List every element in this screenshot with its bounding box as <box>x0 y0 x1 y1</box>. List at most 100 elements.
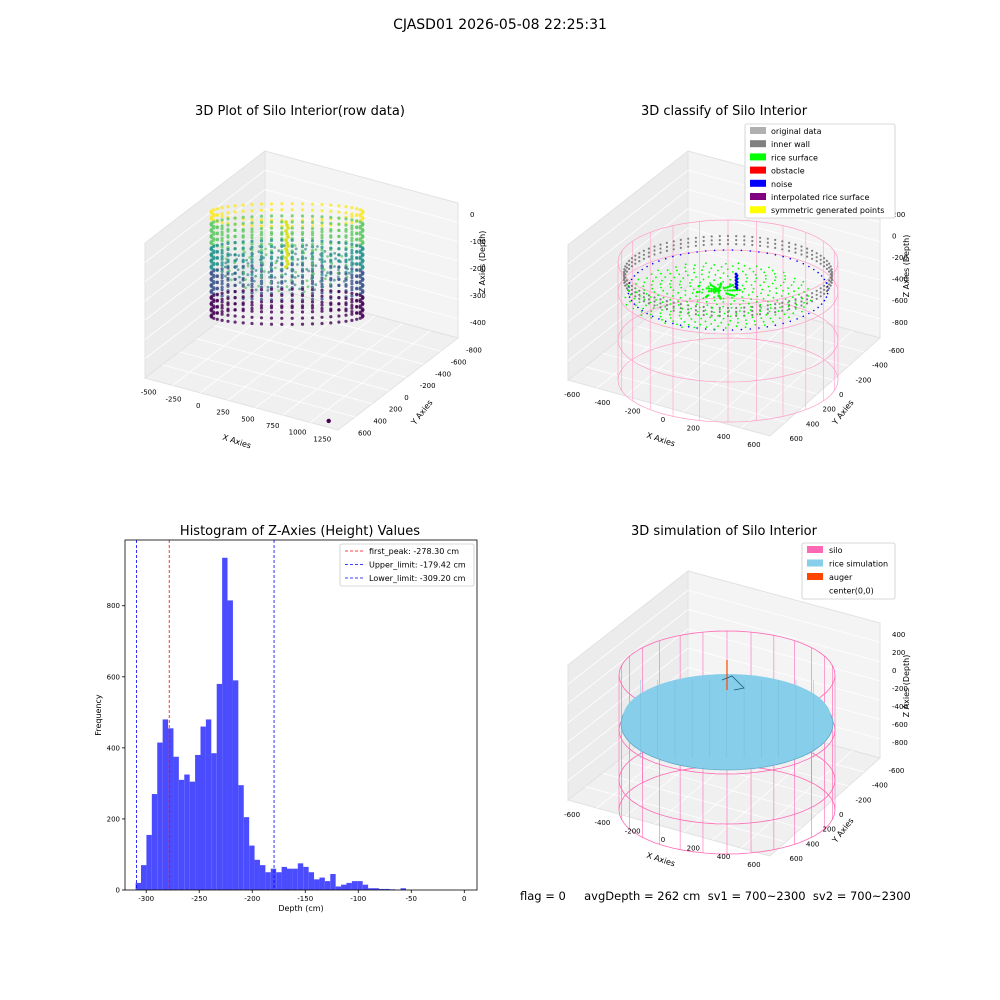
rice-surface-point <box>655 276 657 279</box>
hist-xlabel: Depth (cm) <box>278 904 323 913</box>
inner-wall-point <box>794 306 797 309</box>
raw-point <box>344 241 348 245</box>
rice-surface-point <box>792 312 795 315</box>
x-tick-label: -50 <box>406 895 417 903</box>
raw-point <box>254 274 257 278</box>
raw-point <box>293 283 297 287</box>
raw-point <box>280 316 284 320</box>
raw-point <box>344 296 348 301</box>
rice-surface-point <box>710 323 713 325</box>
rice-surface-point <box>651 287 654 290</box>
histogram-bar <box>211 753 217 890</box>
legend-label: interpolated rice surface <box>771 193 869 202</box>
inner-wall-point <box>794 243 797 246</box>
rice-surface-point <box>767 294 769 297</box>
rice-surface-point <box>743 264 746 267</box>
inner-wall-point <box>726 234 730 238</box>
raw-point <box>270 251 274 255</box>
raw-point <box>329 209 333 213</box>
x-tick-label: -200 <box>625 828 641 836</box>
rice-surface-point <box>775 292 778 295</box>
x-tick-label: 0 <box>196 402 200 410</box>
rice-surface-point <box>683 321 686 323</box>
inner-wall-point <box>642 292 646 295</box>
rice-surface-point <box>752 270 755 273</box>
rice-surface-point <box>735 325 738 328</box>
noise-point <box>633 275 636 277</box>
inner-wall-point <box>718 239 721 242</box>
x-tick-label: 200 <box>687 424 700 432</box>
histogram-bar <box>232 680 239 890</box>
rice-surface-point <box>772 296 775 299</box>
raw-point <box>290 287 294 291</box>
inner-wall-point <box>630 261 634 264</box>
raw-point <box>212 293 216 297</box>
rice-surface-point <box>681 326 683 329</box>
rice-surface-point <box>701 269 703 272</box>
rice-surface-point <box>699 323 702 326</box>
inner-wall-point <box>819 295 822 298</box>
raw-point <box>269 269 274 273</box>
raw-point <box>337 234 341 238</box>
raw-point <box>280 257 284 261</box>
raw-point <box>258 245 262 248</box>
histogram-bar <box>259 865 266 890</box>
raw-point <box>300 232 305 236</box>
z-tick-label: 0 <box>892 232 896 240</box>
raw-point <box>291 268 295 272</box>
z-tick-label: -800 <box>892 739 908 747</box>
raw-point <box>285 259 289 263</box>
p4-legend: silo rice simulation auger center(0,0) <box>801 542 896 600</box>
rice-surface-point <box>776 299 779 302</box>
raw-point <box>241 315 245 319</box>
raw-point <box>344 309 348 313</box>
y-tick-label: 400 <box>806 840 819 848</box>
rice-surface-point <box>707 287 711 290</box>
raw-point <box>310 208 315 212</box>
raw-point <box>250 202 254 207</box>
inner-wall-point <box>687 245 690 248</box>
rice-surface-point <box>719 277 722 279</box>
raw-point <box>350 206 354 210</box>
raw-point <box>220 303 224 308</box>
rice-surface-point <box>798 293 800 296</box>
x-tick-label: -200 <box>244 895 260 903</box>
y-tick-label: 400 <box>806 420 819 428</box>
floor-grid-line <box>619 339 818 395</box>
rice-surface-point <box>635 283 637 285</box>
inner-wall-point <box>634 291 637 294</box>
inner-wall-point <box>743 243 746 246</box>
raw-point <box>220 255 224 259</box>
rice-surface-point <box>707 276 710 278</box>
rice-surface-point <box>657 269 659 272</box>
x-tick-label: -150 <box>297 895 313 903</box>
rice-surface-point <box>741 296 743 298</box>
rice-surface-point <box>701 288 704 291</box>
rice-surface-point <box>710 289 713 293</box>
raw-point <box>323 250 327 253</box>
inner-wall-point <box>638 256 641 259</box>
raw-point <box>226 290 230 294</box>
inner-wall-point <box>672 309 675 312</box>
raw-point <box>329 228 333 232</box>
wall-grid-line <box>144 189 459 282</box>
legend-label: center(0,0) <box>829 587 874 596</box>
raw-point <box>355 256 359 260</box>
raw-point <box>320 294 324 298</box>
inner-wall-point <box>766 237 769 240</box>
raw-point <box>350 273 354 277</box>
raw-point <box>310 262 314 266</box>
raw-point <box>257 284 261 288</box>
raw-point <box>294 247 298 251</box>
rice-surface-point <box>726 289 729 292</box>
raw-point <box>233 222 237 226</box>
inner-wall-point <box>743 306 746 309</box>
rice-surface-point <box>732 294 736 297</box>
raw-point <box>320 209 324 213</box>
y-tick-label: 0 <box>839 811 843 819</box>
raw-point <box>250 260 254 264</box>
rice-surface-point <box>733 286 735 288</box>
inner-wall-point <box>751 243 754 247</box>
inner-wall-point <box>679 238 682 241</box>
raw-point <box>259 294 264 298</box>
